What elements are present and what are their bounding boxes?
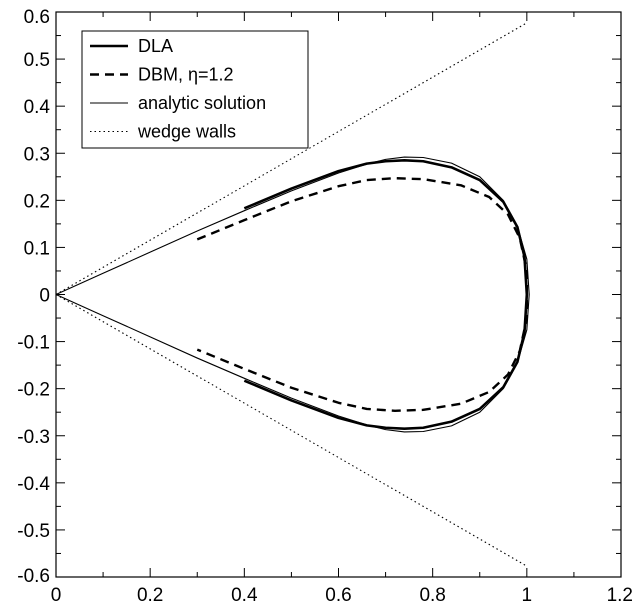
x-tick-label: 0.2: [137, 585, 163, 606]
legend-items: DLA DBM, η=1.2 analytic solution wedge wall…: [90, 36, 266, 142]
x-tick-label: 1: [522, 585, 533, 606]
series-line-wedge-walls-0: [55, 22, 528, 295]
axis-ticks: 0 0.2 0.4 0.6 0.8 1 1.2 -0.6 -0.5 -0.4 -0.3 -0.2 -0.…: [17, 7, 633, 606]
y-tick-label: -0.6: [17, 566, 50, 587]
y-tick-label: 0.1: [24, 238, 50, 259]
y-tick-label: -0.3: [17, 427, 50, 448]
y-tick-label: 0.4: [24, 97, 51, 118]
y-tick-label: -0.4: [17, 474, 50, 495]
series-line-dbm-1-2-0: [196, 177, 529, 412]
x-tick-label: 0.8: [419, 585, 445, 606]
x-tick-label: 0.6: [325, 585, 351, 606]
y-tick-label: -0.5: [17, 521, 50, 542]
y-tick-label: 0.6: [24, 7, 50, 28]
legend-label-dbm-1-2: DBM, η=1.2: [138, 65, 234, 85]
series-layer: [55, 22, 530, 567]
x-tick-label: 1.2: [607, 585, 633, 606]
series-line-dla-0: [243, 159, 529, 430]
legend-box: [81, 30, 309, 149]
y-tick-label: -0.2: [17, 380, 50, 401]
y-tick-label: 0: [39, 286, 50, 307]
y-tick-label: 0.2: [24, 191, 50, 212]
legend-label-dla: DLA: [138, 36, 173, 56]
y-tick-label: 0.3: [24, 144, 50, 165]
legend-label-wedge-walls: wedge walls: [137, 122, 236, 142]
legend: DLA DBM, η=1.2 analytic solution wedge wall…: [81, 30, 309, 149]
series-line-wedge-walls-1: [55, 294, 528, 567]
y-tick-label: 0.5: [24, 50, 50, 71]
x-tick-label: 0: [51, 585, 62, 606]
legend-label-analytic-solution: analytic solution: [138, 93, 266, 113]
x-tick-label: 0.4: [231, 585, 258, 606]
y-tick-label: -0.1: [17, 333, 50, 354]
series-line-analytic-solution-0: [55, 156, 530, 433]
